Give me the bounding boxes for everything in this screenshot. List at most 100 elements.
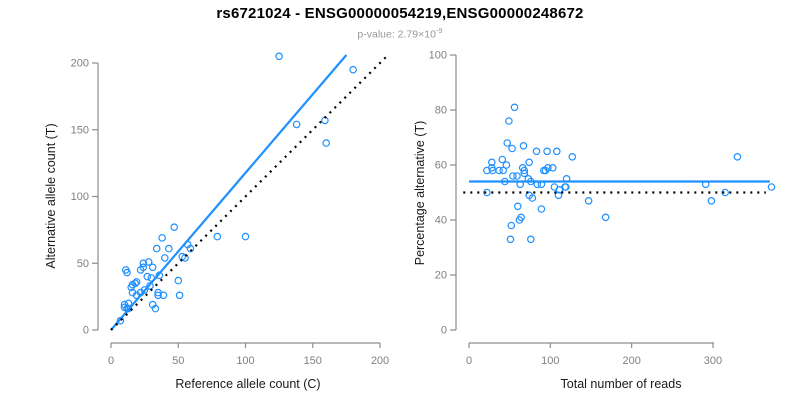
left-yaxis-title: Alternative allele count (T): [44, 123, 58, 268]
data-point: [552, 147, 561, 156]
allele-counts-panel: 0 50 100 150 200 0 50 100 150 200: [71, 52, 389, 367]
data-point: [139, 259, 148, 268]
data-point: [507, 221, 516, 230]
data-point: [186, 244, 195, 253]
pvalue-exponent: -9: [435, 26, 443, 35]
data-point: [568, 153, 577, 161]
data-point: [132, 278, 141, 286]
right-yaxis-title: Percentage alternative (T): [413, 121, 427, 266]
percentage-panel: 0 100 200 300 0 20 40 60 80 100: [429, 50, 776, 367]
data-point: [513, 202, 522, 211]
data-point: [508, 144, 516, 153]
data-point: [509, 172, 517, 180]
data-point: [174, 276, 183, 285]
y-tick-label: 200: [71, 58, 89, 70]
identity-line: [110, 54, 389, 331]
data-point: [241, 232, 250, 241]
data-point: [721, 188, 730, 197]
data-point: [520, 169, 529, 178]
data-point: [526, 235, 535, 244]
data-point: [513, 172, 521, 180]
data-point: [181, 254, 189, 262]
data-point: [165, 244, 173, 253]
data-point: [554, 191, 563, 200]
data-point: [520, 166, 529, 175]
data-point: [161, 254, 169, 262]
y-tick-label: 80: [435, 105, 447, 117]
x-tick-label: 0: [108, 355, 114, 367]
data-point: [519, 142, 528, 150]
data-point: [561, 183, 570, 191]
data-point: [543, 147, 551, 156]
data-point: [154, 291, 162, 300]
data-point: [143, 272, 152, 281]
y-tick-label: 0: [441, 325, 447, 337]
data-point: [158, 234, 166, 242]
data-point: [124, 299, 133, 308]
data-point: [131, 279, 140, 288]
data-point: [349, 65, 357, 74]
data-point: [498, 155, 507, 164]
data-point: [170, 223, 179, 232]
x-tick-label: 100: [236, 355, 254, 367]
left-xaxis-title: Reference allele count (C): [175, 377, 320, 391]
data-point: [487, 158, 496, 167]
data-point: [601, 213, 610, 222]
data-point: [707, 197, 716, 205]
data-point: [510, 103, 519, 112]
data-point: [275, 52, 283, 61]
y-tick-label: 50: [77, 258, 89, 270]
x-tick-label: 0: [466, 355, 472, 367]
data-point: [148, 263, 157, 272]
data-point: [733, 153, 742, 161]
y-tick-label: 20: [435, 270, 447, 282]
data-point: [503, 139, 512, 147]
data-point: [548, 164, 557, 172]
data-point: [517, 213, 525, 222]
data-point: [495, 166, 503, 175]
data-point: [292, 120, 301, 129]
data-point: [159, 291, 168, 300]
regression-line: [110, 54, 348, 331]
panels-group: 0 50 100 150 200 0 50 100 150 200 0 100 200 300 0 20 40 6…: [71, 50, 776, 367]
data-point: [152, 244, 161, 253]
data-point: [322, 139, 331, 147]
data-point: [502, 161, 511, 169]
data-point: [767, 183, 776, 191]
data-point: [499, 166, 508, 175]
figure-subtitle: p-value: 2.79×10-9: [0, 26, 800, 41]
data-point: [483, 188, 491, 197]
data-point: [144, 258, 153, 266]
data-point: [213, 232, 222, 241]
pvalue-base: 2.79×10: [397, 28, 436, 41]
data-point: [140, 286, 149, 294]
data-point: [528, 194, 537, 202]
data-point: [537, 205, 546, 213]
data-point: [139, 263, 148, 272]
x-tick-label: 200: [622, 355, 640, 367]
data-point: [175, 291, 184, 300]
right-xaxis-title: Total number of reads: [561, 377, 682, 391]
x-tick-label: 50: [172, 355, 184, 367]
x-tick-label: 100: [541, 355, 559, 367]
pvalue-label: p-value:: [357, 28, 395, 41]
data-point: [544, 164, 552, 172]
data-point: [506, 235, 515, 244]
data-point: [146, 282, 154, 290]
y-tick-label: 100: [71, 191, 89, 203]
data-point: [532, 147, 541, 156]
x-tick-label: 200: [371, 355, 389, 367]
y-tick-label: 40: [435, 215, 447, 227]
y-tick-label: 60: [435, 160, 447, 172]
y-tick-label: 150: [71, 124, 89, 136]
y-tick-label: 100: [429, 50, 447, 62]
data-point: [151, 304, 160, 313]
x-tick-label: 150: [304, 355, 322, 367]
y-tick-label: 0: [83, 325, 89, 337]
x-tick-label: 300: [704, 355, 722, 367]
figure-title: rs6721024 - ENSG00000054219,ENSG00000248…: [216, 5, 584, 22]
data-point: [505, 117, 513, 125]
data-point: [123, 268, 131, 277]
